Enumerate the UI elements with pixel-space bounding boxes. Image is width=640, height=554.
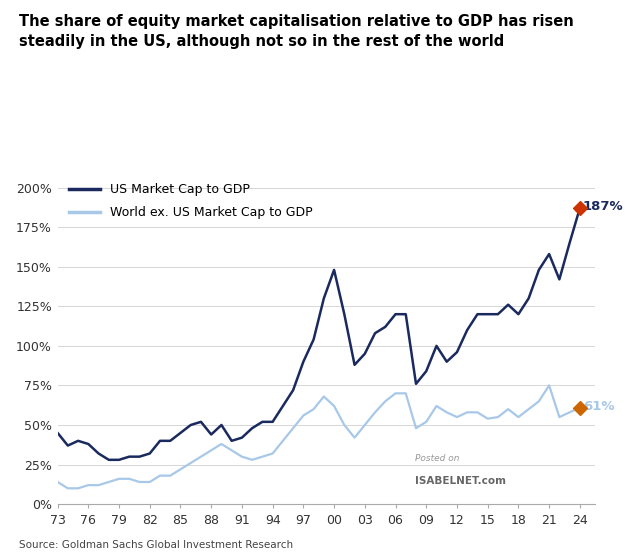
Point — [575, 204, 585, 213]
Legend: US Market Cap to GDP, World ex. US Market Cap to GDP: US Market Cap to GDP, World ex. US Marke… — [64, 178, 317, 224]
Text: Source: Goldman Sachs Global Investment Research: Source: Goldman Sachs Global Investment … — [19, 540, 293, 550]
Text: Posted on: Posted on — [415, 454, 460, 463]
Text: ISABELNET.com: ISABELNET.com — [415, 476, 506, 486]
Text: 61%: 61% — [583, 399, 614, 413]
Text: 187%: 187% — [583, 200, 623, 213]
Point — [575, 403, 585, 412]
Text: The share of equity market capitalisation relative to GDP has risen
steadily in : The share of equity market capitalisatio… — [19, 14, 574, 49]
